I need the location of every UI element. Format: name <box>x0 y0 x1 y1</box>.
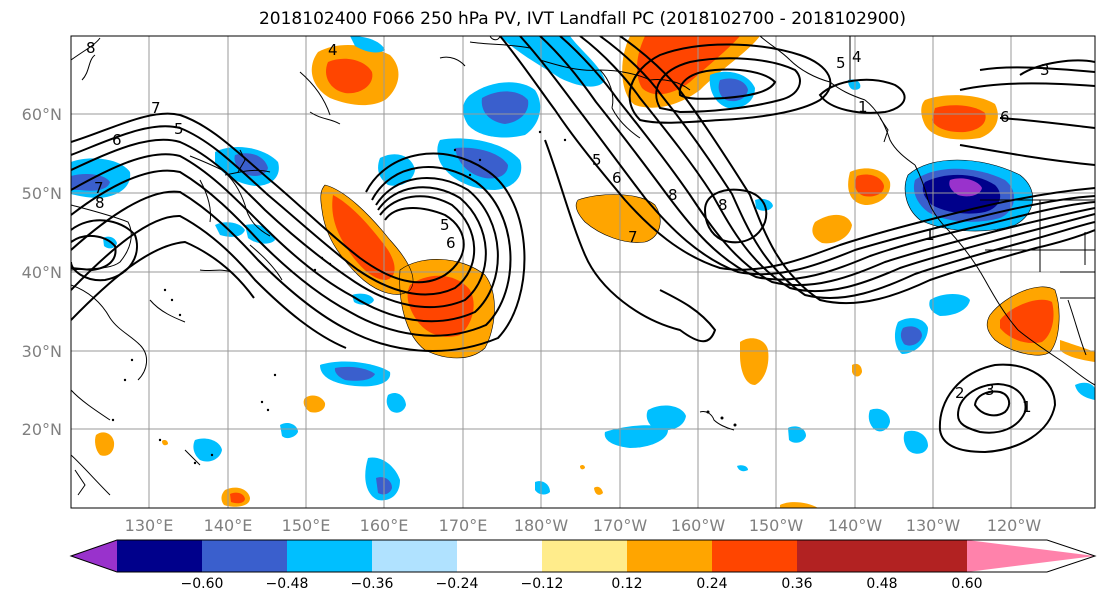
colorbar-extend-max-tip <box>967 540 1095 572</box>
contour-label-8-ridge: 8 <box>668 186 678 204</box>
contour-label-7-ridge: 7 <box>628 228 638 246</box>
contour-label-5-ridge: 5 <box>592 151 602 169</box>
contour-label-1-high: 1 <box>1022 398 1032 416</box>
colorbar-segment <box>287 540 372 572</box>
lon-label-130e: 130°E <box>125 516 174 535</box>
lon-label-170e: 170°E <box>439 516 488 535</box>
contour-label-1-east: 1 <box>925 226 935 244</box>
contour-label-4-ne: 4 <box>852 48 862 66</box>
lon-label-120w: 120°W <box>987 516 1042 535</box>
lat-label-50n: 50°N <box>22 184 62 203</box>
colorbar-segment <box>372 540 457 572</box>
colorbar-segment <box>542 540 627 572</box>
lon-label-150e: 150°E <box>282 516 331 535</box>
lat-label-60n: 60°N <box>22 105 62 124</box>
colorbar-tick: 0.60 <box>951 576 982 592</box>
contour-label-4: 4 <box>328 41 338 59</box>
lon-label-150w: 150°W <box>749 516 804 535</box>
lat-label-40n: 40°N <box>22 263 62 282</box>
lon-label-130w: 130°W <box>906 516 961 535</box>
lat-label-20n: 20°N <box>22 420 62 439</box>
contour-label-3-ne: 3 <box>1040 61 1050 79</box>
contour-label-8-nw: 8 <box>86 39 96 57</box>
colorbar-tick: −0.24 <box>436 576 479 592</box>
colorbar-segment <box>202 540 287 572</box>
colorbar-segment <box>712 540 797 572</box>
latitude-labels: 60°N 50°N 40°N 30°N 20°N <box>22 105 62 439</box>
lon-label-140e: 140°E <box>204 516 253 535</box>
contour-label-6: 6 <box>112 131 122 149</box>
longitude-labels: 130°E 140°E 150°E 160°E 170°E 180°W 170°… <box>125 516 1042 535</box>
colorbar-outline <box>69 539 1097 573</box>
lon-label-160e: 160°E <box>360 516 409 535</box>
contour-label-3-high: 3 <box>985 381 995 399</box>
contour-label-5-central: 5 <box>440 216 450 234</box>
negative-anomaly-shading <box>71 36 1095 501</box>
map-frame <box>70 35 1096 509</box>
colorbar-segment <box>882 540 967 572</box>
colorbar-tick: 0.12 <box>611 576 642 592</box>
anomaly-outlines <box>320 159 1060 359</box>
colorbar-tick: −0.36 <box>351 576 394 592</box>
map-title: 2018102400 F066 250 hPa PV, IVT Landfall… <box>258 9 906 29</box>
contour-label-8-closed: 8 <box>718 196 728 214</box>
lon-label-140w: 140°W <box>828 516 883 535</box>
contour-label-7-west: 7 <box>94 179 104 197</box>
colorbar-segment <box>457 540 542 572</box>
colorbar-segment <box>627 540 712 572</box>
contour-label-7: 7 <box>151 99 161 117</box>
contour-label-6-central: 6 <box>446 234 456 252</box>
coastlines <box>71 36 1095 496</box>
colorbar-ticks: −0.60 −0.48 −0.36 −0.24 −0.12 0.12 0.24 … <box>181 576 983 592</box>
contour-label-5-ne: 5 <box>836 54 846 72</box>
lon-label-170w: 170°W <box>593 516 648 535</box>
lat-label-30n: 30°N <box>22 342 62 361</box>
colorbar-tick: −0.48 <box>266 576 309 592</box>
positive-anomaly-shading <box>95 36 1095 508</box>
map-content: 8 7 6 5 4 5 6 5 6 7 8 8 5 4 3 6 1 2 3 1 … <box>71 36 1095 508</box>
lon-label-160w: 160°W <box>671 516 726 535</box>
contour-labels: 8 7 6 5 4 5 6 5 6 7 8 8 5 4 3 6 1 2 3 1 … <box>86 39 1050 416</box>
colorbar-tick: −0.12 <box>521 576 564 592</box>
colorbar-tick: −0.60 <box>181 576 224 592</box>
contour-label-2-high: 2 <box>955 384 965 402</box>
contour-label-6-ne: 6 <box>1000 108 1010 126</box>
contour-label-5: 5 <box>174 120 184 138</box>
colorbar-extend-min <box>71 540 117 572</box>
colorbar-segment <box>797 540 882 572</box>
contour-label-8-west: 8 <box>95 194 105 212</box>
colorbar-segment <box>117 540 202 572</box>
contour-label-6-ridge: 6 <box>612 169 622 187</box>
lon-label-180w: 180°W <box>514 516 569 535</box>
pv-contours <box>71 36 1095 454</box>
colorbar-tick: 0.48 <box>866 576 897 592</box>
contour-label-1-ne: 1 <box>858 98 868 116</box>
colorbar-tick: 0.36 <box>781 576 812 592</box>
colorbar <box>69 539 1097 573</box>
islands <box>111 130 737 465</box>
colorbar-tick: 0.24 <box>696 576 727 592</box>
